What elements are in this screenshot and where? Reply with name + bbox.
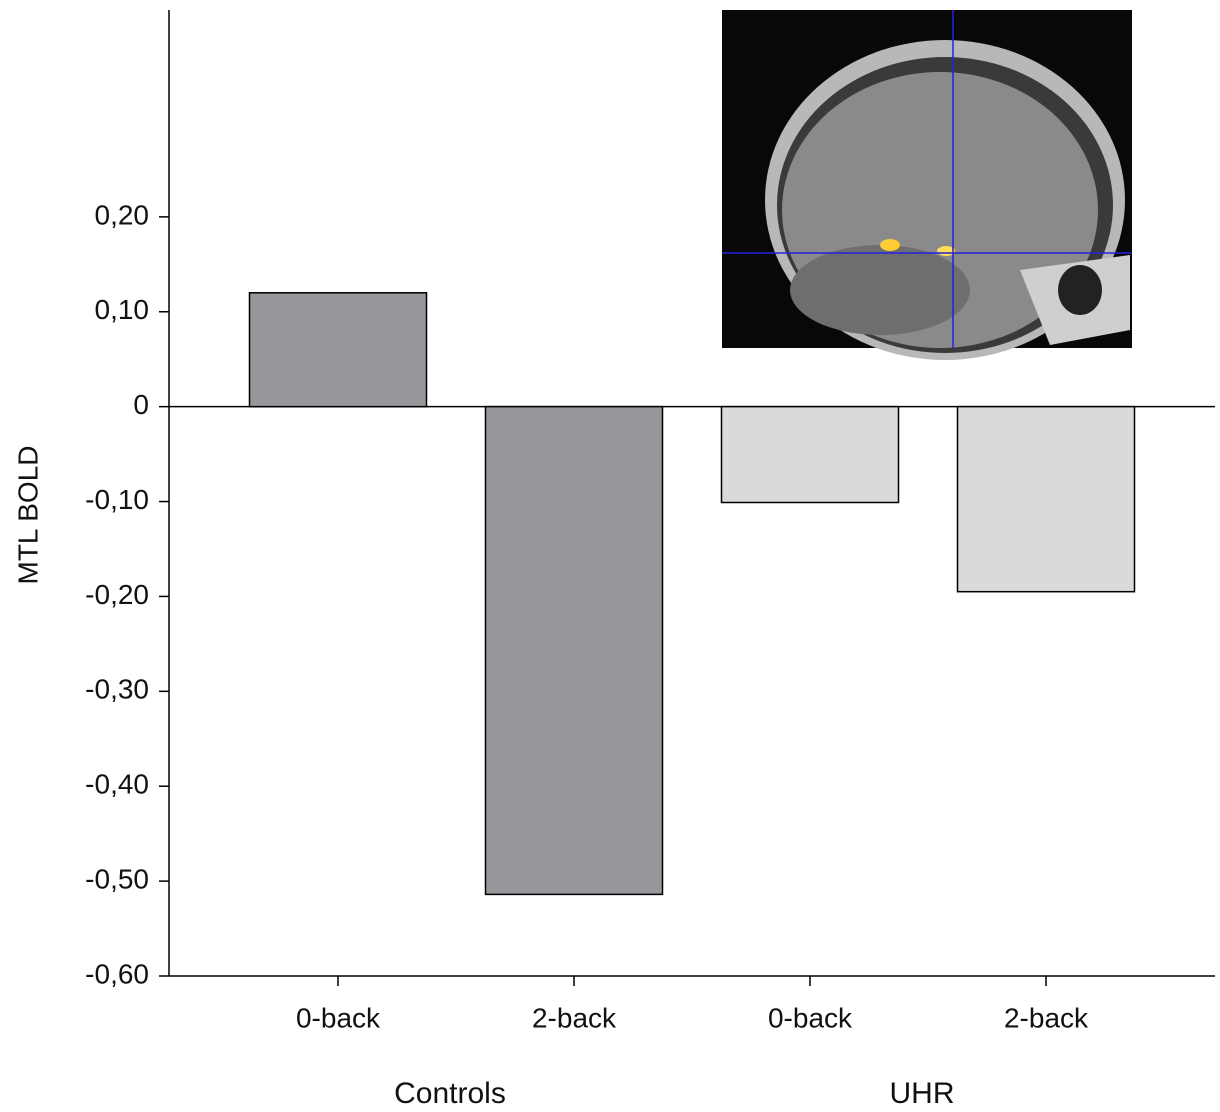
bar bbox=[958, 407, 1135, 592]
x-tick-label: 2-back bbox=[1004, 1002, 1089, 1033]
y-tick-label: 0 bbox=[133, 389, 149, 420]
chart: MTL BOLD -0,60 -0,50 -0,40 -0,30 -0,20 -0,10 0… bbox=[0, 0, 1220, 1112]
y-tick-label: 0,20 bbox=[95, 199, 150, 230]
bar bbox=[250, 293, 427, 407]
y-tick-label: -0,50 bbox=[85, 863, 149, 894]
group-label: Controls bbox=[394, 1077, 506, 1110]
bar bbox=[722, 407, 899, 503]
x-tick-label: 0-back bbox=[296, 1002, 381, 1033]
brain-inset bbox=[722, 10, 1132, 360]
y-tick-label: -0,20 bbox=[85, 579, 149, 610]
y-tick-label: -0,60 bbox=[85, 958, 149, 989]
bar bbox=[486, 407, 663, 895]
y-tick-label: -0,30 bbox=[85, 674, 149, 705]
y-tick-label: -0,10 bbox=[85, 484, 149, 515]
y-tick-label: -0,40 bbox=[85, 769, 149, 800]
x-tick-label: 0-back bbox=[768, 1002, 853, 1033]
y-tick-label: 0,10 bbox=[95, 294, 150, 325]
x-tick-label: 2-back bbox=[532, 1002, 617, 1033]
group-label: UHR bbox=[890, 1077, 955, 1110]
y-axis-label: MTL BOLD bbox=[12, 446, 43, 585]
